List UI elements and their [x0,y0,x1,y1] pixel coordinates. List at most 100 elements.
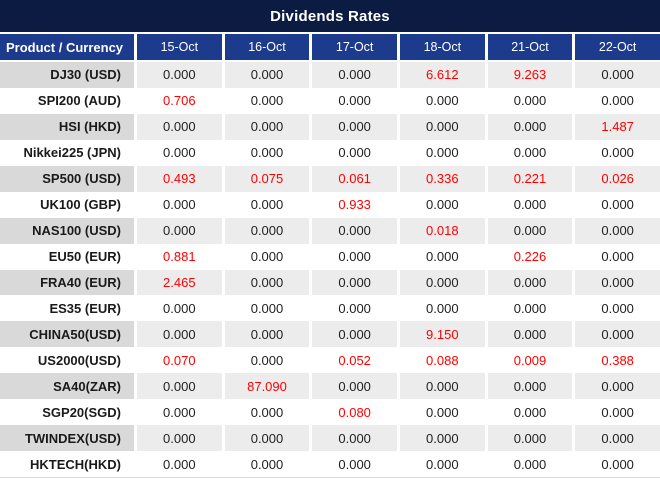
value-cell: 0.061 [309,165,397,192]
value-cell: 0.000 [309,139,397,166]
value-cell: 0.000 [309,62,397,88]
value-cell: 0.000 [396,373,485,400]
value-cell: 0.080 [309,399,397,426]
value-cell: 9.263 [484,62,573,88]
value-cell: 0.000 [221,295,310,322]
value-cell: 0.000 [484,425,573,452]
value-cell: 0.000 [134,113,222,140]
value-cell: 0.000 [134,191,222,218]
value-cell: 6.612 [396,62,485,88]
column-header-date: 15-Oct [134,34,222,60]
value-cell: 0.000 [572,191,660,218]
value-cell: 0.000 [309,269,397,296]
table-row: EU50 (EUR) 0.881 0.000 0.000 0.000 0.226 0.000 [0,243,660,270]
value-cell: 0.000 [309,295,397,322]
product-cell: Nikkei225 (JPN) [0,139,134,166]
table-row: TWINDEX(USD) 0.000 0.000 0.000 0.000 0.000 0.0… [0,425,660,452]
value-cell: 0.000 [572,139,660,166]
table-row: SA40(ZAR) 0.000 87.090 0.000 0.000 0.000 0.000 [0,373,660,400]
value-cell: 0.000 [484,217,573,244]
value-cell: 0.009 [484,347,573,374]
value-cell: 0.000 [572,373,660,400]
value-cell: 0.881 [134,243,222,270]
value-cell: 0.000 [134,425,222,452]
table-row: SGP20(SGD) 0.000 0.000 0.080 0.000 0.000 0.000 [0,399,660,426]
value-cell: 0.000 [572,269,660,296]
product-cell: SP500 (USD) [0,165,134,192]
value-cell: 0.000 [396,269,485,296]
product-cell: SA40(ZAR) [0,373,134,400]
value-cell: 0.000 [484,139,573,166]
value-cell: 0.388 [572,347,660,374]
table-row: DJ30 (USD) 0.000 0.000 0.000 6.612 9.263 0.000 [0,62,660,88]
value-cell: 0.000 [484,269,573,296]
table-row: SPI200 (AUD) 0.706 0.000 0.000 0.000 0.000 0.0… [0,87,660,114]
table-row: HSI (HKD) 0.000 0.000 0.000 0.000 0.000 1.487 [0,113,660,140]
product-cell: HKTECH(HKD) [0,451,134,477]
table-title: Dividends Rates [0,0,660,34]
value-cell: 0.000 [309,243,397,270]
value-cell: 0.000 [221,62,310,88]
value-cell: 0.000 [134,62,222,88]
table-row: CHINA50(USD) 0.000 0.000 0.000 9.150 0.000 0.0… [0,321,660,348]
value-cell: 0.000 [572,321,660,348]
value-cell: 0.000 [134,321,222,348]
value-cell: 0.000 [309,425,397,452]
value-cell: 0.000 [309,451,397,477]
value-cell: 0.000 [221,87,310,114]
value-cell: 0.933 [309,191,397,218]
value-cell: 0.000 [572,425,660,452]
product-cell: SPI200 (AUD) [0,87,134,114]
value-cell: 0.000 [221,451,310,477]
product-cell: HSI (HKD) [0,113,134,140]
value-cell: 0.000 [309,321,397,348]
value-cell: 0.000 [221,139,310,166]
value-cell: 0.000 [221,269,310,296]
value-cell: 0.336 [396,165,485,192]
product-cell: UK100 (GBP) [0,191,134,218]
value-cell: 1.487 [572,113,660,140]
value-cell: 0.000 [484,295,573,322]
value-cell: 0.493 [134,165,222,192]
value-cell: 0.000 [221,399,310,426]
table-row: FRA40 (EUR) 2.465 0.000 0.000 0.000 0.000 0.00… [0,269,660,296]
value-cell: 0.000 [221,347,310,374]
product-cell: FRA40 (EUR) [0,269,134,296]
value-cell: 0.000 [134,451,222,477]
product-cell: EU50 (EUR) [0,243,134,270]
value-cell: 0.000 [484,321,573,348]
table-row: Nikkei225 (JPN) 0.000 0.000 0.000 0.000 0.000… [0,139,660,166]
value-cell: 0.000 [484,113,573,140]
value-cell: 0.000 [134,217,222,244]
value-cell: 0.000 [572,87,660,114]
column-header-date: 16-Oct [221,34,310,60]
value-cell: 9.150 [396,321,485,348]
value-cell: 0.088 [396,347,485,374]
table-body: DJ30 (USD) 0.000 0.000 0.000 6.612 9.263 0.000… [0,62,660,477]
value-cell: 0.052 [309,347,397,374]
value-cell: 0.000 [572,62,660,88]
table-row: HKTECH(HKD) 0.000 0.000 0.000 0.000 0.000 0.00… [0,451,660,477]
product-cell: TWINDEX(USD) [0,425,134,452]
value-cell: 2.465 [134,269,222,296]
value-cell: 0.000 [572,295,660,322]
value-cell: 0.000 [221,113,310,140]
table-row: ES35 (EUR) 0.000 0.000 0.000 0.000 0.000 0.000 [0,295,660,322]
value-cell: 0.000 [221,217,310,244]
value-cell: 0.000 [309,113,397,140]
value-cell: 0.000 [396,243,485,270]
column-header-date: 18-Oct [396,34,485,60]
value-cell: 0.000 [221,191,310,218]
value-cell: 0.000 [134,295,222,322]
product-cell: DJ30 (USD) [0,62,134,88]
value-cell: 0.000 [396,295,485,322]
value-cell: 0.000 [396,425,485,452]
value-cell: 0.000 [484,191,573,218]
value-cell: 0.000 [221,425,310,452]
value-cell: 0.000 [309,217,397,244]
value-cell: 0.000 [396,113,485,140]
value-cell: 0.000 [134,373,222,400]
value-cell: 0.000 [484,399,573,426]
value-cell: 0.000 [572,217,660,244]
